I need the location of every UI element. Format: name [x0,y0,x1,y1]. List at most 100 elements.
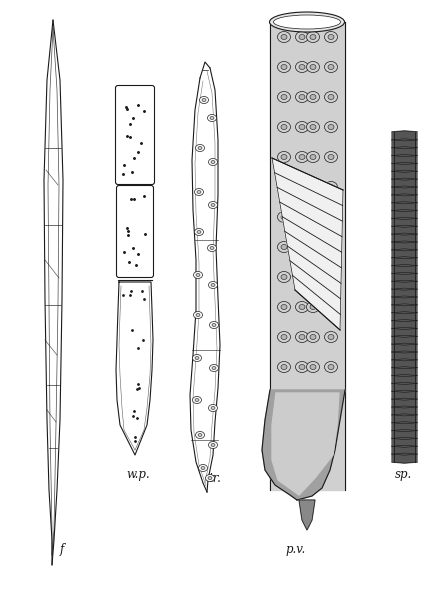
Ellipse shape [295,241,308,253]
Polygon shape [391,328,416,337]
Ellipse shape [277,241,290,253]
Polygon shape [271,393,338,495]
Ellipse shape [324,241,337,253]
Ellipse shape [208,404,217,412]
Ellipse shape [192,397,201,403]
Ellipse shape [277,91,290,103]
Polygon shape [391,430,416,439]
Polygon shape [391,398,416,408]
Ellipse shape [309,214,315,220]
Ellipse shape [280,364,286,370]
Ellipse shape [280,335,286,340]
Ellipse shape [197,230,201,233]
Ellipse shape [327,94,333,100]
Polygon shape [391,241,416,251]
Ellipse shape [324,91,337,103]
Polygon shape [391,139,416,149]
Ellipse shape [309,275,315,280]
Ellipse shape [210,203,214,206]
Ellipse shape [309,395,315,400]
Ellipse shape [193,311,202,319]
Polygon shape [298,500,314,530]
Ellipse shape [298,94,304,100]
Ellipse shape [193,271,202,278]
Ellipse shape [324,31,337,43]
Polygon shape [391,359,416,369]
Ellipse shape [295,301,308,313]
Ellipse shape [324,421,337,433]
Ellipse shape [280,275,286,280]
Ellipse shape [324,61,337,73]
Ellipse shape [309,34,315,40]
Polygon shape [391,202,416,212]
Ellipse shape [306,301,319,313]
FancyBboxPatch shape [115,85,154,185]
Ellipse shape [306,121,319,133]
Polygon shape [391,265,416,274]
Polygon shape [391,217,416,227]
Ellipse shape [306,91,319,103]
Ellipse shape [194,356,198,359]
Ellipse shape [273,15,340,29]
Ellipse shape [280,425,286,430]
Polygon shape [391,367,416,377]
Ellipse shape [280,245,286,250]
Ellipse shape [327,64,333,70]
Ellipse shape [309,124,315,130]
Ellipse shape [195,431,204,439]
Ellipse shape [210,283,214,286]
Ellipse shape [324,271,337,283]
Ellipse shape [277,301,290,313]
Ellipse shape [298,124,304,130]
Text: w.p.: w.p. [126,468,149,481]
Ellipse shape [295,361,308,373]
Ellipse shape [194,188,203,196]
Polygon shape [391,422,416,431]
Ellipse shape [208,442,217,449]
Ellipse shape [327,275,333,280]
Ellipse shape [277,121,290,133]
Ellipse shape [210,160,214,163]
Polygon shape [391,288,416,298]
Ellipse shape [298,214,304,220]
Ellipse shape [197,433,201,437]
Polygon shape [391,225,416,235]
Polygon shape [391,170,416,180]
Ellipse shape [277,421,290,433]
Polygon shape [261,390,344,500]
Ellipse shape [298,364,304,370]
Ellipse shape [208,158,217,166]
Ellipse shape [211,367,216,370]
Ellipse shape [327,34,333,40]
Ellipse shape [306,31,319,43]
Ellipse shape [205,475,214,481]
Ellipse shape [309,154,315,160]
Ellipse shape [298,395,304,400]
Ellipse shape [298,245,304,250]
Ellipse shape [324,361,337,373]
Ellipse shape [207,115,216,121]
Ellipse shape [192,355,201,361]
Ellipse shape [327,245,333,250]
Polygon shape [391,146,416,157]
Ellipse shape [309,425,315,430]
Polygon shape [391,453,416,463]
Ellipse shape [196,313,200,317]
Ellipse shape [277,331,290,343]
Ellipse shape [327,335,333,340]
Ellipse shape [327,395,333,400]
Ellipse shape [197,191,201,193]
Ellipse shape [280,185,286,190]
Polygon shape [391,351,416,361]
Ellipse shape [298,425,304,430]
Ellipse shape [280,94,286,100]
Polygon shape [391,445,416,455]
Ellipse shape [298,335,304,340]
Ellipse shape [309,245,315,250]
Ellipse shape [298,275,304,280]
Ellipse shape [324,211,337,223]
Ellipse shape [194,229,203,235]
Polygon shape [391,296,416,306]
Ellipse shape [196,274,200,277]
Ellipse shape [277,181,290,193]
